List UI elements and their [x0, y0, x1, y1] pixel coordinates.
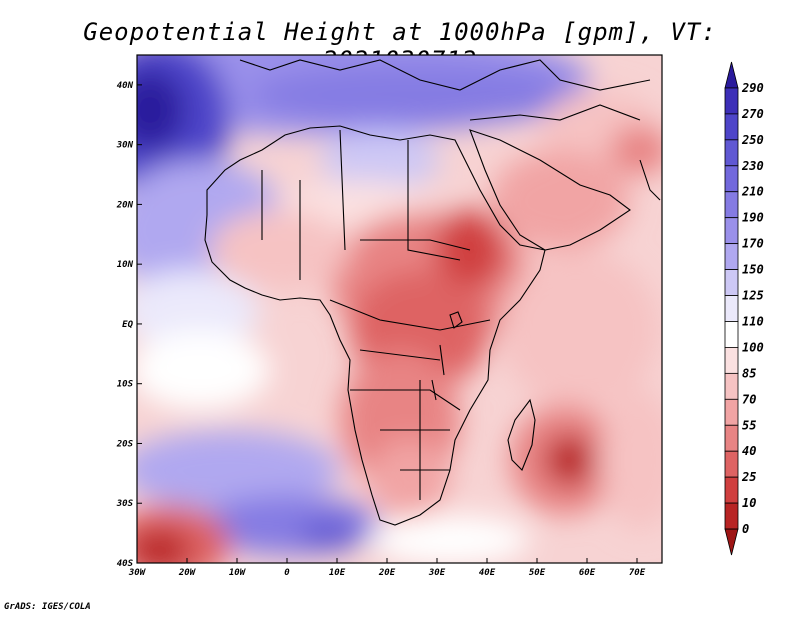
- lat-tick-label: 30N: [116, 141, 134, 151]
- colorbar-label: 40: [742, 444, 756, 458]
- colorbar-swatch: [724, 398, 739, 426]
- lat-tick-label: 40S: [117, 559, 134, 569]
- colorbar-swatch: [724, 113, 739, 141]
- colorbar-swatch: [724, 139, 739, 167]
- lon-tick-label: 40E: [479, 568, 496, 578]
- colorbar-swatch: [724, 165, 739, 193]
- colorbar-swatch: [724, 372, 739, 400]
- colorbar-top-triangle: [724, 61, 739, 89]
- colorbar-swatch: [724, 502, 739, 530]
- lon-tick-label: 20W: [178, 568, 197, 578]
- colorbar-label: 290: [741, 81, 764, 95]
- colorbar-swatch: [724, 217, 739, 245]
- colorbar-label: 55: [742, 418, 756, 432]
- lat-tick-label: 10N: [117, 260, 134, 270]
- colorbar-swatch: [724, 295, 739, 322]
- lon-tick-label: 10E: [329, 568, 346, 578]
- lat-tick-label: 30S: [116, 499, 134, 509]
- colorbar-swatch: [724, 321, 739, 348]
- colorbar-label: 10: [742, 496, 756, 510]
- colorbar-label: 100: [742, 340, 764, 354]
- colorbar-swatch: [724, 269, 739, 296]
- colorbar-label: 230: [741, 159, 764, 173]
- colorbar-label: 70: [742, 392, 756, 406]
- colorbar: 2902702502302101901701501251101008570554…: [724, 61, 764, 556]
- lat-tick-label: EQ: [122, 320, 133, 330]
- coastlines: [204, 59, 661, 526]
- colorbar-swatch: [724, 87, 739, 115]
- latitude-ticks: 40N 30N 20N 10N EQ 10S 20S 30S 40S: [116, 81, 142, 569]
- colorbar-label: 270: [741, 107, 764, 121]
- colorbar-label: 170: [742, 237, 764, 251]
- lon-tick-label: 10W: [229, 568, 247, 578]
- lat-tick-label: 10S: [117, 380, 134, 390]
- colorbar-swatch: [724, 450, 739, 478]
- colorbar-label: 125: [742, 289, 764, 303]
- colorbar-swatch: [724, 476, 739, 504]
- plot-frame: [136, 54, 663, 564]
- colorbar-label: 25: [741, 470, 756, 484]
- colorbar-label: 0: [742, 522, 749, 536]
- lon-tick-label: 70E: [629, 568, 646, 578]
- colorbar-swatch: [724, 243, 739, 270]
- lon-tick-label: 20E: [378, 568, 396, 578]
- height-field: [137, 55, 662, 563]
- lon-tick-label: 50E: [529, 568, 546, 578]
- colorbar-swatch: [724, 191, 739, 219]
- lat-tick-label: 40N: [117, 81, 134, 91]
- longitude-ticks: 30W 20W 10W 0 10E 20E 30E 40E 50E 60E 70E: [128, 558, 646, 578]
- colorbar-label: 210: [741, 185, 764, 199]
- lon-tick-label: 60E: [579, 568, 596, 578]
- colorbar-label: 150: [742, 263, 764, 277]
- colorbar-bottom-triangle: [724, 528, 739, 556]
- lon-tick-label: 0: [284, 568, 290, 578]
- colorbar-label: 85: [742, 366, 756, 380]
- lat-tick-label: 20N: [116, 200, 134, 210]
- colorbar-swatch: [724, 424, 739, 452]
- lon-tick-label: 30W: [128, 568, 147, 578]
- colorbar-label: 250: [741, 133, 764, 147]
- lon-tick-label: 30E: [428, 568, 446, 578]
- colorbar-label: 190: [742, 211, 764, 225]
- colorbar-swatch: [724, 347, 739, 374]
- grads-credit: GrADS: IGES/COLA: [4, 602, 91, 612]
- colorbar-label: 110: [742, 314, 764, 328]
- lat-tick-label: 20S: [116, 439, 134, 449]
